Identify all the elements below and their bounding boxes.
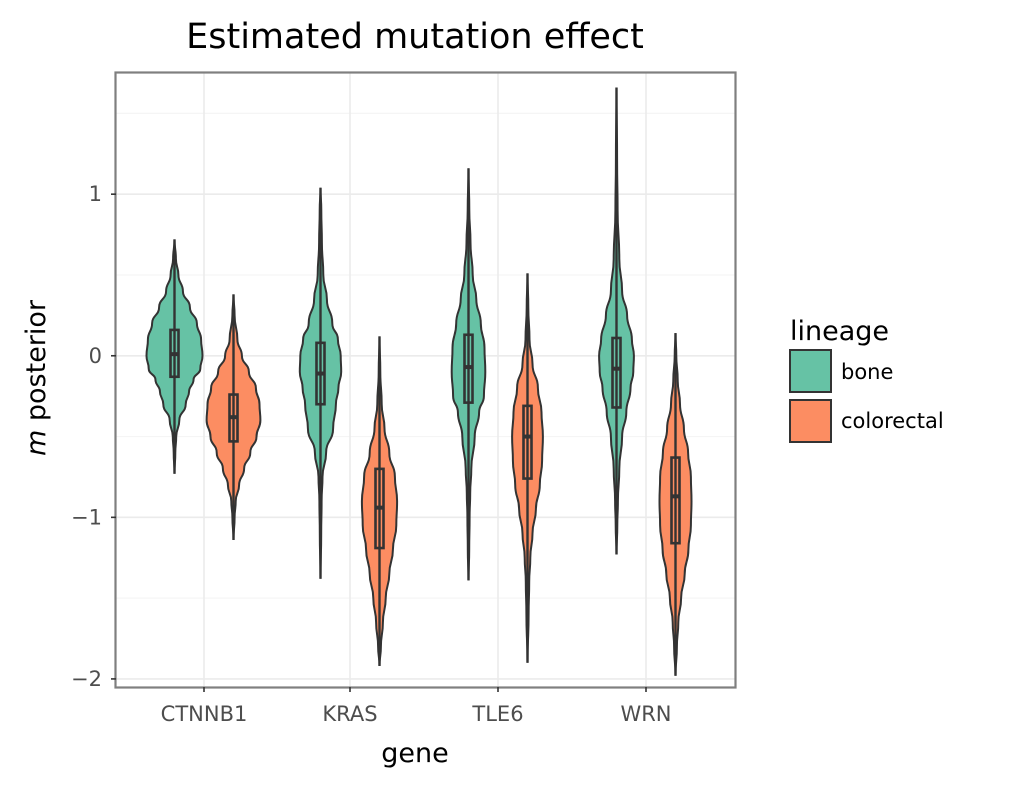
x-axis-label: gene [381,738,448,769]
plot-panel-border [114,71,737,689]
y-tick-label: −1 [71,505,102,529]
legend-swatch-bone [789,349,832,393]
x-tick-label: TLE6 [471,702,523,726]
box-colorectal-tle6 [522,404,533,480]
median-bone-kras [316,371,325,376]
median-colorectal-tle6 [523,434,532,439]
violin-layer [145,87,693,677]
box-colorectal-wrn [670,456,681,545]
y-axis-label: m posterior [21,299,52,456]
legend-label-colorectal: colorectal [841,409,944,433]
box-bone-wrn [611,336,622,409]
legend-title: lineage [790,316,889,347]
median-colorectal-kras [375,505,384,510]
median-bone-tle6 [464,365,473,370]
median-bone-ctnnb1 [170,352,179,357]
median-bone-wrn [612,366,621,371]
median-colorectal-ctnnb1 [229,415,238,420]
x-tick-label: CTNNB1 [161,702,248,726]
y-tick-label: 0 [89,344,102,368]
grid [116,73,735,687]
chart-title: Estimated mutation effect [186,17,644,57]
legend: lineage bone colorectal [789,316,944,443]
x-axis-ticks: CTNNB1 KRAS TLE6 WRN [161,687,672,726]
median-colorectal-wrn [671,494,680,499]
y-axis-ticks: 1 0 −1 −2 [71,182,116,691]
y-axis-label-symbol: m [21,430,52,456]
x-tick-label: KRAS [322,702,377,726]
y-axis-label-text: posterior [21,299,52,430]
y-tick-label: 1 [89,182,102,206]
x-tick-label: WRN [620,702,671,726]
y-tick-label: −2 [71,667,102,691]
legend-swatch-colorectal [789,399,832,443]
legend-label-bone: bone [841,360,893,384]
